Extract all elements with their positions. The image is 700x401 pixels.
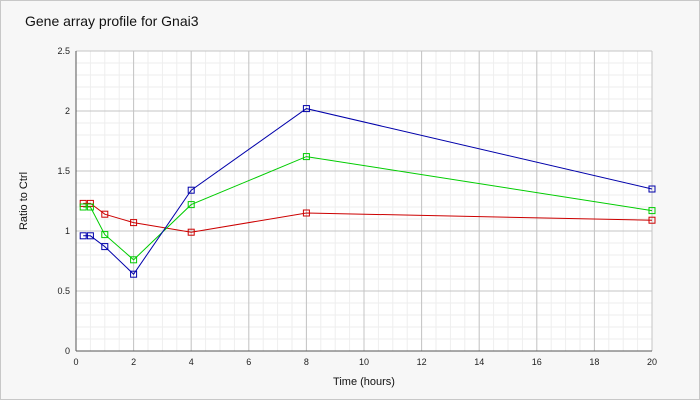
- series-1: [79, 199, 656, 236]
- x-tick-label: 16: [532, 357, 542, 367]
- data-point: [648, 185, 656, 193]
- data-point: [130, 256, 138, 264]
- data-point: [130, 219, 138, 227]
- y-tick-label: 0: [65, 346, 70, 356]
- data-point: [648, 216, 656, 224]
- series-2: [79, 153, 656, 264]
- x-tick-label: 10: [359, 357, 369, 367]
- series-3: [79, 105, 656, 278]
- y-tick-label: 1.5: [57, 166, 70, 176]
- y-tick-label: 2: [65, 106, 70, 116]
- data-point: [302, 153, 310, 161]
- x-tick-label: 14: [474, 357, 484, 367]
- data-point: [101, 231, 109, 239]
- data-point: [187, 186, 195, 194]
- data-point: [79, 203, 87, 211]
- x-tick-label: 12: [417, 357, 427, 367]
- y-tick-label: 1: [65, 226, 70, 236]
- x-tick-label: 18: [589, 357, 599, 367]
- data-point: [86, 232, 94, 240]
- series-line: [83, 202, 653, 233]
- data-point: [101, 243, 109, 251]
- x-tick-label: 2: [131, 357, 136, 367]
- data-point: [86, 203, 94, 211]
- x-tick-label: 8: [304, 357, 309, 367]
- data-point: [79, 232, 87, 240]
- x-axis-label: Time (hours): [333, 376, 395, 388]
- chart-title: Gene array profile for Gnai3: [25, 13, 199, 29]
- data-point: [648, 207, 656, 215]
- x-tick-label: 6: [246, 357, 251, 367]
- y-axis-label: Ratio to Ctrl: [18, 172, 30, 230]
- series-layer: [79, 105, 656, 278]
- x-tick-label: 4: [189, 357, 194, 367]
- series-line: [83, 156, 653, 261]
- data-point: [130, 270, 138, 278]
- data-point: [86, 199, 94, 207]
- data-point: [187, 228, 195, 236]
- y-tick-label: 0.5: [57, 286, 70, 296]
- series-line: [83, 108, 653, 275]
- data-point: [302, 209, 310, 217]
- y-tick-label: 2.5: [57, 46, 70, 56]
- data-point: [101, 210, 109, 218]
- data-point: [79, 199, 87, 207]
- x-tick-label: 0: [73, 357, 78, 367]
- data-point: [187, 201, 195, 209]
- x-tick-label: 20: [647, 357, 657, 367]
- data-point: [302, 105, 310, 113]
- y-tick-labels: 0 0.5 1 1.5 2 2.5: [57, 46, 70, 356]
- x-tick-labels: 0 2 4 6 8 10 12 14 16 18 20: [73, 357, 657, 367]
